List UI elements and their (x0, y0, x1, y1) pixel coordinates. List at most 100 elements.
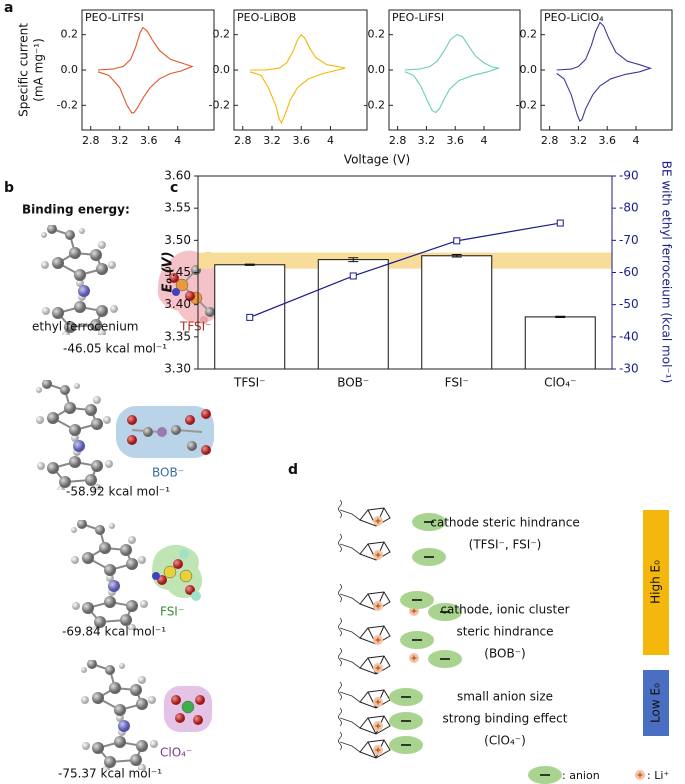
y2-tick-label: -30 (619, 362, 639, 376)
y-tick-label: 0.2 (213, 28, 231, 41)
scheme-text: small anion size (457, 690, 553, 704)
bar (524, 316, 596, 370)
panel-label: c (170, 180, 178, 196)
panel-label: a (4, 0, 13, 16)
molecule (36, 375, 214, 494)
y-tick-label: 0.2 (520, 28, 538, 41)
be-marker (556, 219, 564, 227)
scheme-drawing (338, 499, 669, 784)
y2-tick-label: -90 (619, 169, 639, 183)
y-tick-label: 0.0 (61, 63, 79, 76)
y-tick-label: -0.2 (57, 98, 78, 111)
scheme-text: strong binding effect (443, 712, 568, 726)
y-axis-label: Specific current (17, 23, 31, 117)
y-tick-label: 0.0 (520, 63, 538, 76)
scheme-text: cathode, ionic cluster (440, 603, 569, 617)
anion-label: FSI⁻ (160, 605, 184, 619)
x-tick-label: ClO₄⁻ (544, 376, 576, 390)
x-tick-label: 3.6 (598, 134, 616, 147)
be-marker (246, 313, 254, 321)
cv-curve (404, 34, 501, 114)
plot-title: PEO-LiFSI (392, 11, 444, 24)
x-tick-label: 4 (481, 134, 488, 147)
y-tick-label: 3.45 (164, 265, 191, 279)
plot-title: PEO-LiBOB (237, 11, 296, 24)
high-e0-label: High E₀ (649, 560, 663, 604)
panel-label: d (288, 462, 298, 478)
binding-energy: -58.92 kcal mol⁻¹ (66, 485, 170, 499)
y-tick-label: 0.2 (61, 28, 79, 41)
be-line (249, 222, 561, 318)
anion-label: TFSI⁻ (179, 320, 212, 334)
y-tick-label: 3.30 (164, 362, 191, 376)
x-tick-label: FSI⁻ (445, 376, 469, 390)
scheme-text: steric hindrance (456, 625, 553, 639)
binding-energy: -46.05 kcal mol⁻¹ (63, 342, 167, 356)
y-tick-label: 3.55 (164, 201, 191, 215)
be-marker (453, 237, 461, 245)
cv-curve (249, 33, 346, 125)
y-tick-label: 0.0 (213, 63, 231, 76)
scheme-text: (ClO₄⁻) (484, 734, 526, 748)
cv-curve (556, 21, 653, 123)
x-tick-label: 4 (174, 134, 181, 147)
x-tick-label: 2.8 (234, 134, 252, 147)
x-axis-label: Voltage (V) (344, 153, 410, 167)
panel-label: b (4, 180, 14, 196)
molecule (71, 515, 203, 634)
y2-tick-label: -60 (619, 265, 639, 279)
y-tick-label: 3.35 (164, 329, 191, 343)
error-bar (451, 253, 462, 258)
molecule (81, 655, 212, 774)
y-tick-label: 3.40 (164, 297, 191, 311)
binding-energy: -75.37 kcal mol⁻¹ (58, 767, 162, 781)
y2-tick-label: -80 (619, 201, 639, 215)
y-tick-label: -0.2 (516, 98, 537, 111)
plot-title: PEO-LiTFSI (85, 11, 144, 24)
y-tick-label: 0.2 (368, 28, 386, 41)
legend-text: : anion (562, 769, 600, 782)
plot-title: PEO-LiClO₄ (544, 11, 604, 24)
y2-axis-label: BE with ethyl ferroceium (kcal mol⁻¹) (660, 161, 674, 384)
x-tick-label: 3.6 (292, 134, 310, 147)
x-tick-label: 3.6 (446, 134, 464, 147)
y-tick-label: 3.50 (164, 233, 191, 247)
y2-tick-label: -40 (619, 329, 639, 343)
x-tick-label: 4 (327, 134, 334, 147)
error-bar (244, 263, 255, 266)
y-tick-label: 0.0 (368, 63, 386, 76)
x-tick-label: 3.2 (418, 134, 436, 147)
y2-tick-label: -70 (619, 233, 639, 247)
x-tick-label: 3.6 (140, 134, 158, 147)
scheme-text: (BOB⁻) (484, 647, 525, 661)
be-marker (349, 272, 357, 280)
binding-title: Binding energy: (22, 203, 130, 217)
anion-label: ClO₄⁻ (160, 746, 192, 760)
x-tick-label: BOB⁻ (337, 376, 369, 390)
scheme-text: (TFSI⁻, FSI⁻) (469, 538, 542, 552)
x-tick-label: 4 (633, 134, 640, 147)
bar (421, 255, 493, 370)
y-axis-label: E₀ (V) (161, 251, 176, 292)
cation-label: ethyl ferrocenium (32, 320, 139, 334)
scheme-text: cathode steric hindrance (430, 516, 579, 530)
highlight-band (198, 252, 612, 269)
anion-label: BOB⁻ (152, 466, 184, 480)
y-tick-label: -0.2 (209, 98, 230, 111)
x-tick-label: 2.8 (82, 134, 100, 147)
y-axis-label: (mA mg⁻¹) (32, 38, 46, 102)
x-tick-label: 3.2 (111, 134, 129, 147)
error-bar (348, 257, 359, 263)
y-tick-label: -0.2 (364, 98, 385, 111)
x-tick-label: TFSI⁻ (233, 376, 266, 390)
y-tick-label: 3.60 (164, 169, 191, 183)
error-bar (555, 315, 566, 319)
x-tick-label: 2.8 (541, 134, 559, 147)
binding-energy: -69.84 kcal mol⁻¹ (62, 625, 166, 639)
cv-curve (97, 26, 194, 114)
x-tick-label: 2.8 (389, 134, 407, 147)
x-tick-label: 3.2 (570, 134, 588, 147)
x-tick-label: 3.2 (263, 134, 281, 147)
legend-text: : Li⁺ (647, 769, 669, 782)
